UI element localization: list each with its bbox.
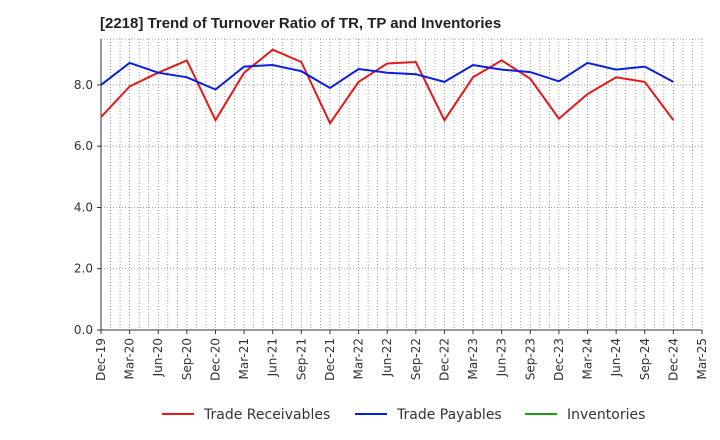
x-tick-label: Sep-22 [409, 338, 423, 380]
x-tick-label: Jun-23 [495, 338, 509, 377]
x-tick-label: Dec-24 [666, 338, 680, 381]
legend: Trade Receivables Trade Payables Inventori… [162, 407, 645, 423]
plot-area [101, 39, 702, 330]
x-tick-label: Mar-25 [695, 338, 709, 379]
x-tick-label: Dec-23 [552, 338, 566, 381]
legend-label-trade-payables: Trade Payables [396, 407, 502, 423]
series-line-trade-payables [100, 61, 674, 91]
x-tick-label: Sep-20 [180, 338, 194, 380]
legend-label-inventories: Inventories [567, 407, 645, 423]
x-tick-label: Dec-19 [94, 338, 108, 381]
y-tick-label: 2.0 [74, 262, 93, 276]
x-tick-label: Jun-24 [609, 338, 623, 377]
x-tick-label: Dec-20 [208, 338, 222, 381]
x-tick-label: Sep-23 [523, 338, 537, 380]
x-tick-label: Jun-20 [151, 338, 165, 377]
y-tick-label: 0.0 [74, 323, 93, 337]
y-tick-label: 8.0 [74, 78, 93, 92]
chart-title: [2218] Trend of Turnover Ratio of TR, TP… [100, 15, 502, 32]
grid [100, 38, 703, 331]
y-tick-label: 4.0 [74, 200, 93, 214]
x-tick-label: Mar-24 [581, 338, 595, 379]
series-lines [100, 48, 675, 126]
x-tick-label: Mar-20 [123, 338, 137, 379]
x-tick-label: Mar-22 [352, 338, 366, 379]
x-tick-label: Mar-23 [466, 338, 480, 379]
x-tick-label: Dec-21 [323, 338, 337, 381]
legend-label-trade-receivables: Trade Receivables [203, 407, 330, 423]
axes: 0.0 2.0 4.0 6.0 8.0 Dec-19 Mar-20 Jun-20 Sep-20 D… [74, 39, 709, 381]
x-tick-label: Jun-22 [380, 338, 394, 377]
x-tick-label: Sep-21 [294, 338, 308, 380]
y-tick-label: 6.0 [74, 139, 93, 153]
x-tick-label: Jun-21 [266, 338, 280, 377]
x-tick-label: Sep-24 [638, 338, 652, 380]
x-tick-label: Mar-21 [237, 338, 251, 379]
x-tick-label: Dec-22 [437, 338, 451, 381]
